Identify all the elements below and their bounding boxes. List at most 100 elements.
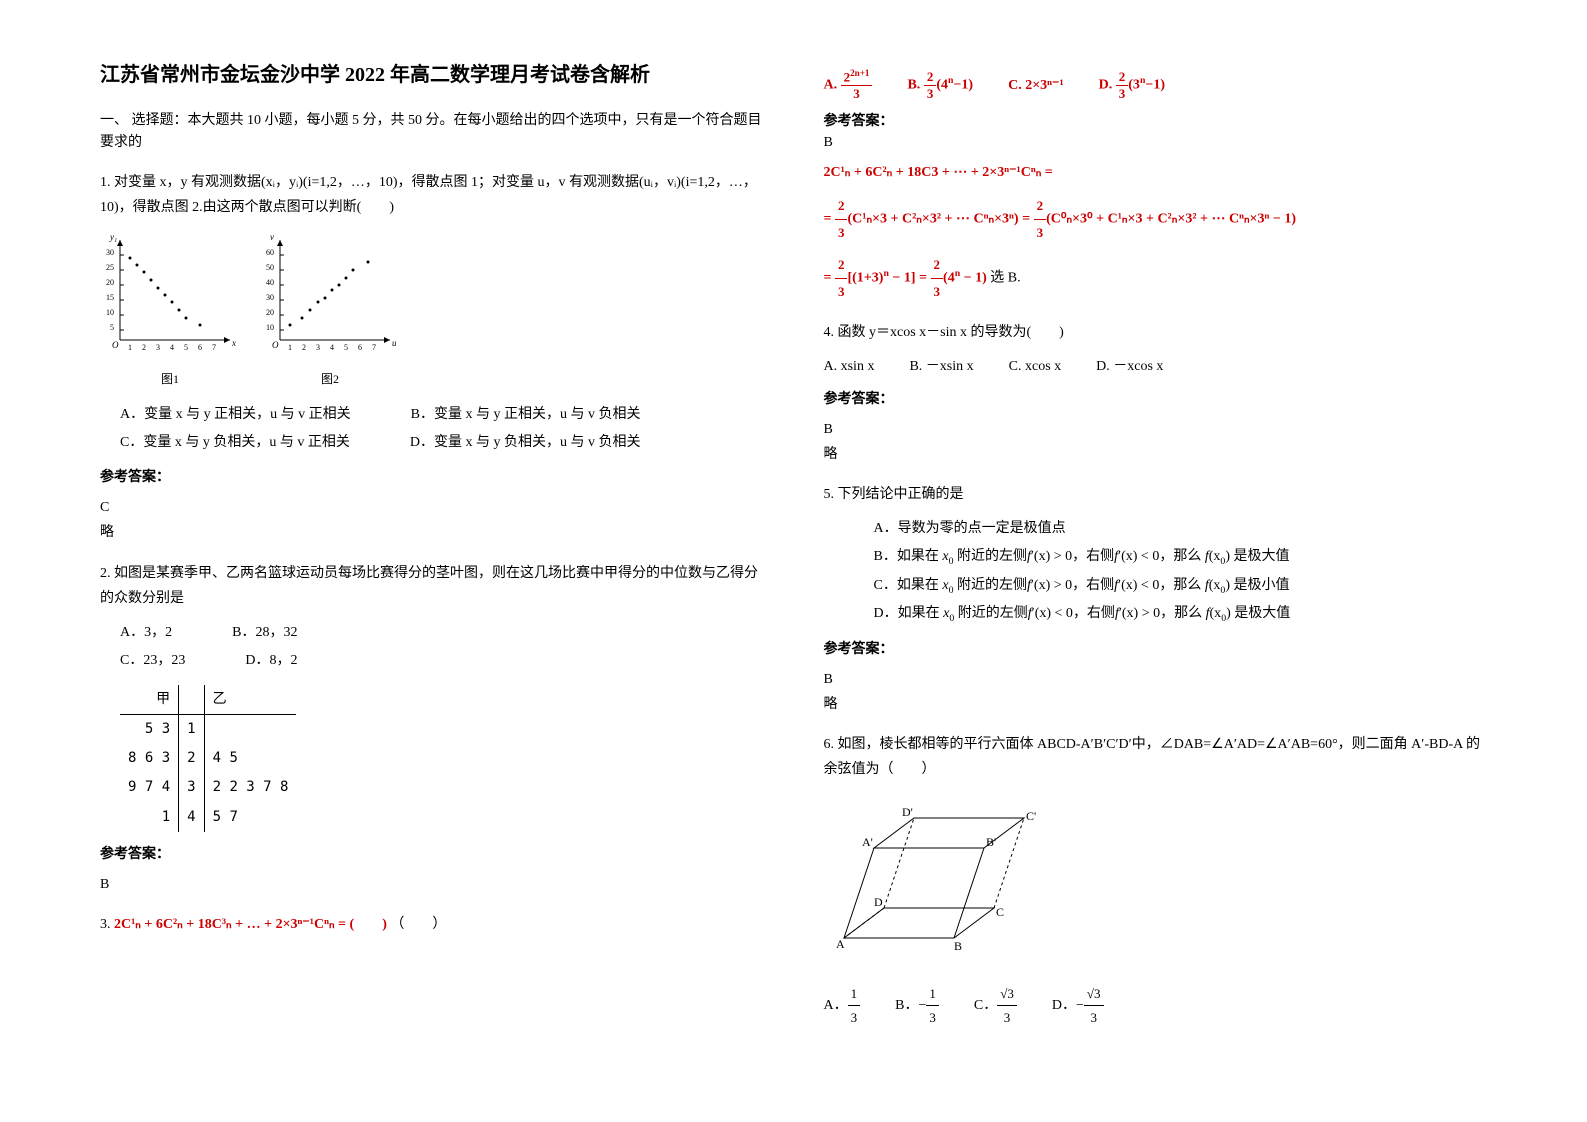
svg-text:5: 5: [184, 343, 188, 352]
sl-r1-s: 2: [179, 744, 204, 773]
question-5: 5. 下列结论中正确的是 A．导数为零的点一定是极值点 B．如果在 x0 附近的…: [824, 482, 1488, 717]
sl-r1-l: 8 6 3: [120, 744, 179, 773]
q1-answer-label: 参考答案：: [100, 465, 764, 490]
svg-text:D: D: [874, 895, 883, 909]
question-1: 1. 对变量 x，y 有观测数据(xᵢ，yᵢ)(i=1,2，…，10)，得散点图…: [100, 170, 764, 546]
q4-note: 略: [824, 442, 1488, 467]
q5-answer-label: 参考答案：: [824, 637, 1488, 662]
svg-text:B: B: [954, 939, 962, 953]
parallelepiped-figure: A B C D A' B' C' D': [824, 798, 1488, 967]
section-heading: 一、 选择题：本大题共 10 小题，每小题 5 分，共 50 分。在每小题给出的…: [100, 110, 764, 155]
svg-text:20: 20: [106, 278, 114, 287]
svg-text:2: 2: [142, 343, 146, 352]
svg-text:4: 4: [170, 343, 174, 352]
q6-optD: D．−√33: [1052, 982, 1104, 1030]
stem-leaf-plot: 甲 乙 5 31 8 6 324 5 9 7 432 2 3 7 8 145 7: [120, 685, 296, 832]
svg-text:x: x: [231, 338, 236, 348]
svg-text:1: 1: [128, 343, 132, 352]
page-title: 江苏省常州市金坛金沙中学 2022 年高二数学理月考试卷含解析: [100, 60, 764, 90]
svg-text:5: 5: [110, 323, 114, 332]
svg-text:30: 30: [266, 293, 274, 302]
q1-answer: C 略: [100, 495, 764, 545]
q1-text: 1. 对变量 x，y 有观测数据(xᵢ，yᵢ)(i=1,2，…，10)，得散点图…: [100, 170, 764, 220]
q6-options: A．13 B．−13 C．√33 D．−√33: [824, 982, 1488, 1030]
svg-text:4: 4: [330, 343, 334, 352]
q4-options: A. xsin x B. －xsin x C. xcos x D. －xcos …: [824, 354, 1488, 379]
q5-note: 略: [824, 692, 1488, 717]
sl-r3-l: 1: [120, 803, 179, 832]
svg-text:7: 7: [372, 343, 376, 352]
q1-optC: C．变量 x 与 y 负相关，u 与 v 正相关: [120, 429, 350, 457]
svg-text:30: 30: [106, 248, 114, 257]
svg-text:O: O: [112, 340, 119, 350]
svg-text:7: 7: [212, 343, 216, 352]
q5-optD: D．如果在 x0 附近的左侧f′(x) < 0，右侧f′(x) > 0，那么 f…: [874, 600, 1488, 628]
q2-answer: B: [100, 872, 764, 897]
svg-text:10: 10: [106, 308, 114, 317]
sl-r3-s: 4: [179, 803, 204, 832]
q2-text: 2. 如图是某赛季甲、乙两名篮球运动员每场比赛得分的茎叶图，则在这几场比赛中甲得…: [100, 561, 764, 611]
q3-answer-val: B: [824, 135, 1488, 151]
svg-text:10: 10: [266, 323, 274, 332]
q4-optA: A. xsin x: [824, 354, 875, 379]
q3-options: A. 22n+13 B. 23(4n−1) C. 2×3ⁿ⁻¹ D. 23(3n…: [824, 68, 1488, 102]
svg-text:40: 40: [266, 278, 274, 287]
svg-text:C': C': [1026, 809, 1036, 823]
q2-optD: D．8，2: [245, 647, 297, 675]
q4-optB: B. －xsin x: [909, 354, 973, 379]
svg-text:v: v: [270, 232, 274, 242]
plot1-label: 图1: [100, 369, 240, 391]
svg-text:D': D': [902, 805, 913, 819]
q2-answer-label: 参考答案：: [100, 842, 764, 867]
q1-optB: B．变量 x 与 y 正相关，u 与 v 负相关: [411, 401, 641, 429]
svg-text:A: A: [836, 937, 845, 951]
svg-text:6: 6: [198, 343, 202, 352]
svg-text:2: 2: [302, 343, 306, 352]
q1-optA: A．变量 x 与 y 正相关，u 与 v 正相关: [120, 401, 351, 429]
q4-text: 4. 函数 y＝xcos x－sin x 的导数为( ): [824, 320, 1488, 345]
q5-answer: B 略: [824, 667, 1488, 717]
q4-answer-label: 参考答案：: [824, 387, 1488, 412]
q3-prefix: 3.: [100, 917, 114, 932]
q3-optA: A. 22n+13: [824, 68, 873, 102]
svg-text:50: 50: [266, 263, 274, 272]
q2-optC: C．23，23: [120, 647, 185, 675]
sl-r0-l: 5 3: [120, 715, 179, 745]
q6-optC: C．√33: [974, 982, 1017, 1030]
q5-optB: B．如果在 x0 附近的左侧f′(x) > 0，右侧f′(x) < 0，那么 f…: [874, 543, 1488, 571]
question-6: 6. 如图，棱长都相等的平行六面体 ABCD‐A′B′C′D′中，∠DAB=∠A…: [824, 732, 1488, 1029]
sl-r2-l: 9 7 4: [120, 773, 179, 802]
q3-work-2: = 23(C¹ₙ×3 + C²ₙ×3² + ⋯ Cⁿₙ×3ⁿ) = 23(C⁰ₙ…: [824, 193, 1488, 246]
svg-text:3: 3: [156, 343, 160, 352]
q3-work-3: = 23[(1+3)n − 1] = 23(4n − 1) 选 B.: [824, 252, 1488, 305]
q2-options: A．3，2 B．28，32 C．23，23 D．8，2: [120, 619, 764, 675]
svg-text:1: 1: [288, 343, 292, 352]
q1-note: 略: [100, 520, 764, 545]
sl-header-right: 乙: [204, 685, 296, 715]
sl-r2-r: 2 2 3 7 8: [204, 773, 296, 802]
q4-optC: C. xcos x: [1009, 354, 1062, 379]
q5-optC: C．如果在 x0 附近的左侧f′(x) > 0，右侧f′(x) < 0，那么 f…: [874, 572, 1488, 600]
scatter-plot-1: O x y₁ 30 25 20 15 10 5 1 2 3 4 5 6 7: [100, 230, 240, 391]
q1-options: A．变量 x 与 y 正相关，u 与 v 正相关 B．变量 x 与 y 正相关，…: [120, 401, 764, 457]
sl-r0-r: [204, 715, 296, 745]
q3-formula: 2C¹ₙ + 6C²ₙ + 18C³ₙ + … + 2×3ⁿ⁻¹Cⁿₙ = ( …: [114, 917, 387, 932]
q3-optC: C. 2×3ⁿ⁻¹: [1008, 77, 1064, 94]
svg-text:C: C: [996, 905, 1004, 919]
sl-r1-r: 4 5: [204, 744, 296, 773]
q5-answer-val: B: [824, 667, 1488, 692]
q5-text: 5. 下列结论中正确的是: [824, 482, 1488, 507]
svg-text:A': A': [862, 835, 873, 849]
svg-text:y₁: y₁: [109, 232, 117, 242]
q3-work-1: 2C¹ₙ + 6C²ₙ + 18C3 + ⋯ + 2×3ⁿ⁻¹Cⁿₙ =: [824, 159, 1488, 187]
svg-text:B': B': [986, 835, 996, 849]
q2-optB: B．28，32: [232, 619, 297, 647]
q3-answer: B 2C¹ₙ + 6C²ₙ + 18C3 + ⋯ + 2×3ⁿ⁻¹Cⁿₙ = =…: [824, 135, 1488, 305]
sl-r2-s: 3: [179, 773, 204, 802]
q5-options: A．导数为零的点一定是极值点 B．如果在 x0 附近的左侧f′(x) > 0，右…: [874, 515, 1488, 628]
q6-optA: A．13: [824, 982, 861, 1030]
scatter-plot-2: O u v 60 50 40 30 20 10 1 2 3 4 5 6 7: [260, 230, 400, 391]
sl-header-left: 甲: [120, 685, 179, 715]
q3-optB: B. 23(4n−1): [907, 69, 973, 102]
plot2-label: 图2: [260, 369, 400, 391]
